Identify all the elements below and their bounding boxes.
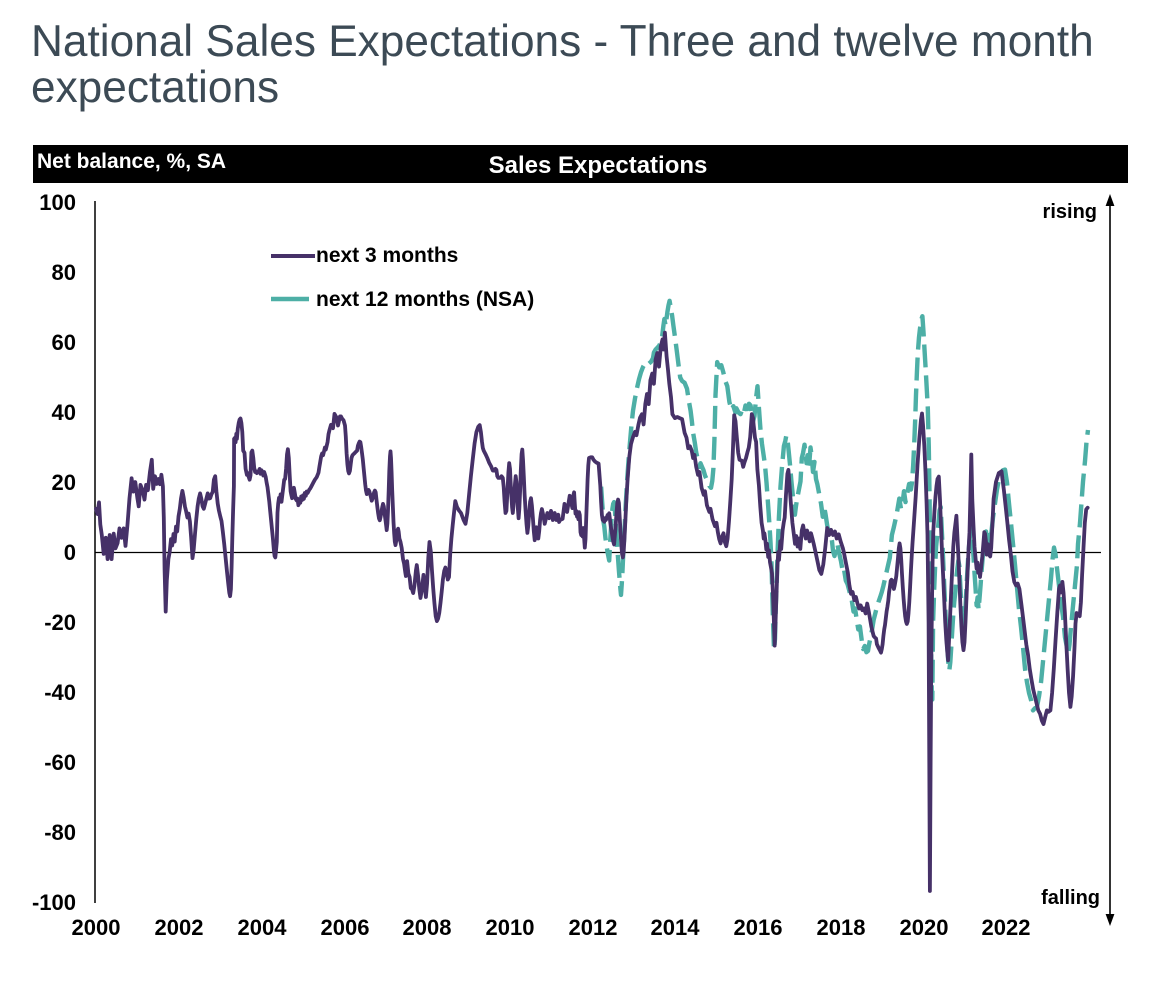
svg-text:-100: -100 (32, 890, 76, 915)
svg-text:2008: 2008 (403, 915, 452, 940)
svg-text:2006: 2006 (321, 915, 370, 940)
svg-text:100: 100 (39, 190, 76, 215)
svg-text:rising: rising (1043, 201, 1097, 223)
svg-text:2018: 2018 (817, 915, 866, 940)
svg-text:2012: 2012 (569, 915, 618, 940)
svg-text:-40: -40 (44, 680, 76, 705)
svg-text:next 12 months (NSA): next 12 months (NSA) (316, 288, 534, 311)
svg-text:2022: 2022 (982, 915, 1031, 940)
svg-text:2002: 2002 (155, 915, 204, 940)
svg-text:40: 40 (52, 400, 76, 425)
svg-text:-20: -20 (44, 610, 76, 635)
svg-text:2016: 2016 (734, 915, 783, 940)
svg-text:60: 60 (52, 330, 76, 355)
svg-text:next 3 months: next 3 months (316, 244, 458, 267)
svg-text:-80: -80 (44, 820, 76, 845)
svg-text:0: 0 (64, 540, 76, 565)
svg-text:2014: 2014 (651, 915, 701, 940)
svg-text:falling: falling (1041, 887, 1100, 909)
svg-text:2000: 2000 (72, 915, 121, 940)
svg-text:-60: -60 (44, 750, 76, 775)
svg-text:20: 20 (52, 470, 76, 495)
svg-text:2020: 2020 (900, 915, 949, 940)
svg-text:2004: 2004 (238, 915, 288, 940)
svg-text:80: 80 (52, 260, 76, 285)
svg-text:2010: 2010 (486, 915, 535, 940)
